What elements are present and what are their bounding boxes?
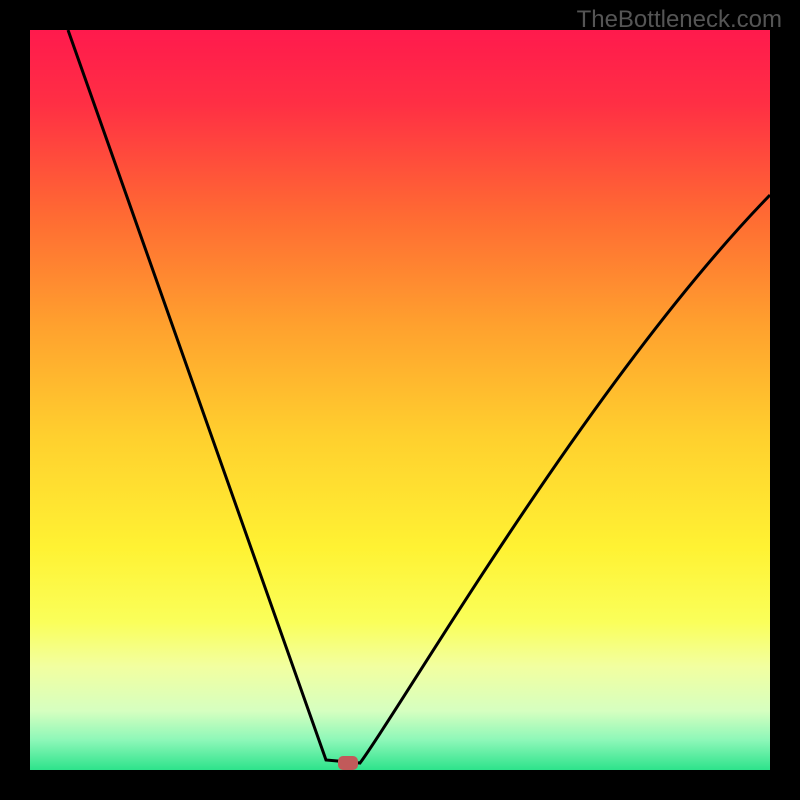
plot-area <box>30 30 770 770</box>
chart-frame: TheBottleneck.com <box>0 0 800 800</box>
valley-marker <box>338 756 358 770</box>
bottleneck-curve <box>30 30 770 770</box>
